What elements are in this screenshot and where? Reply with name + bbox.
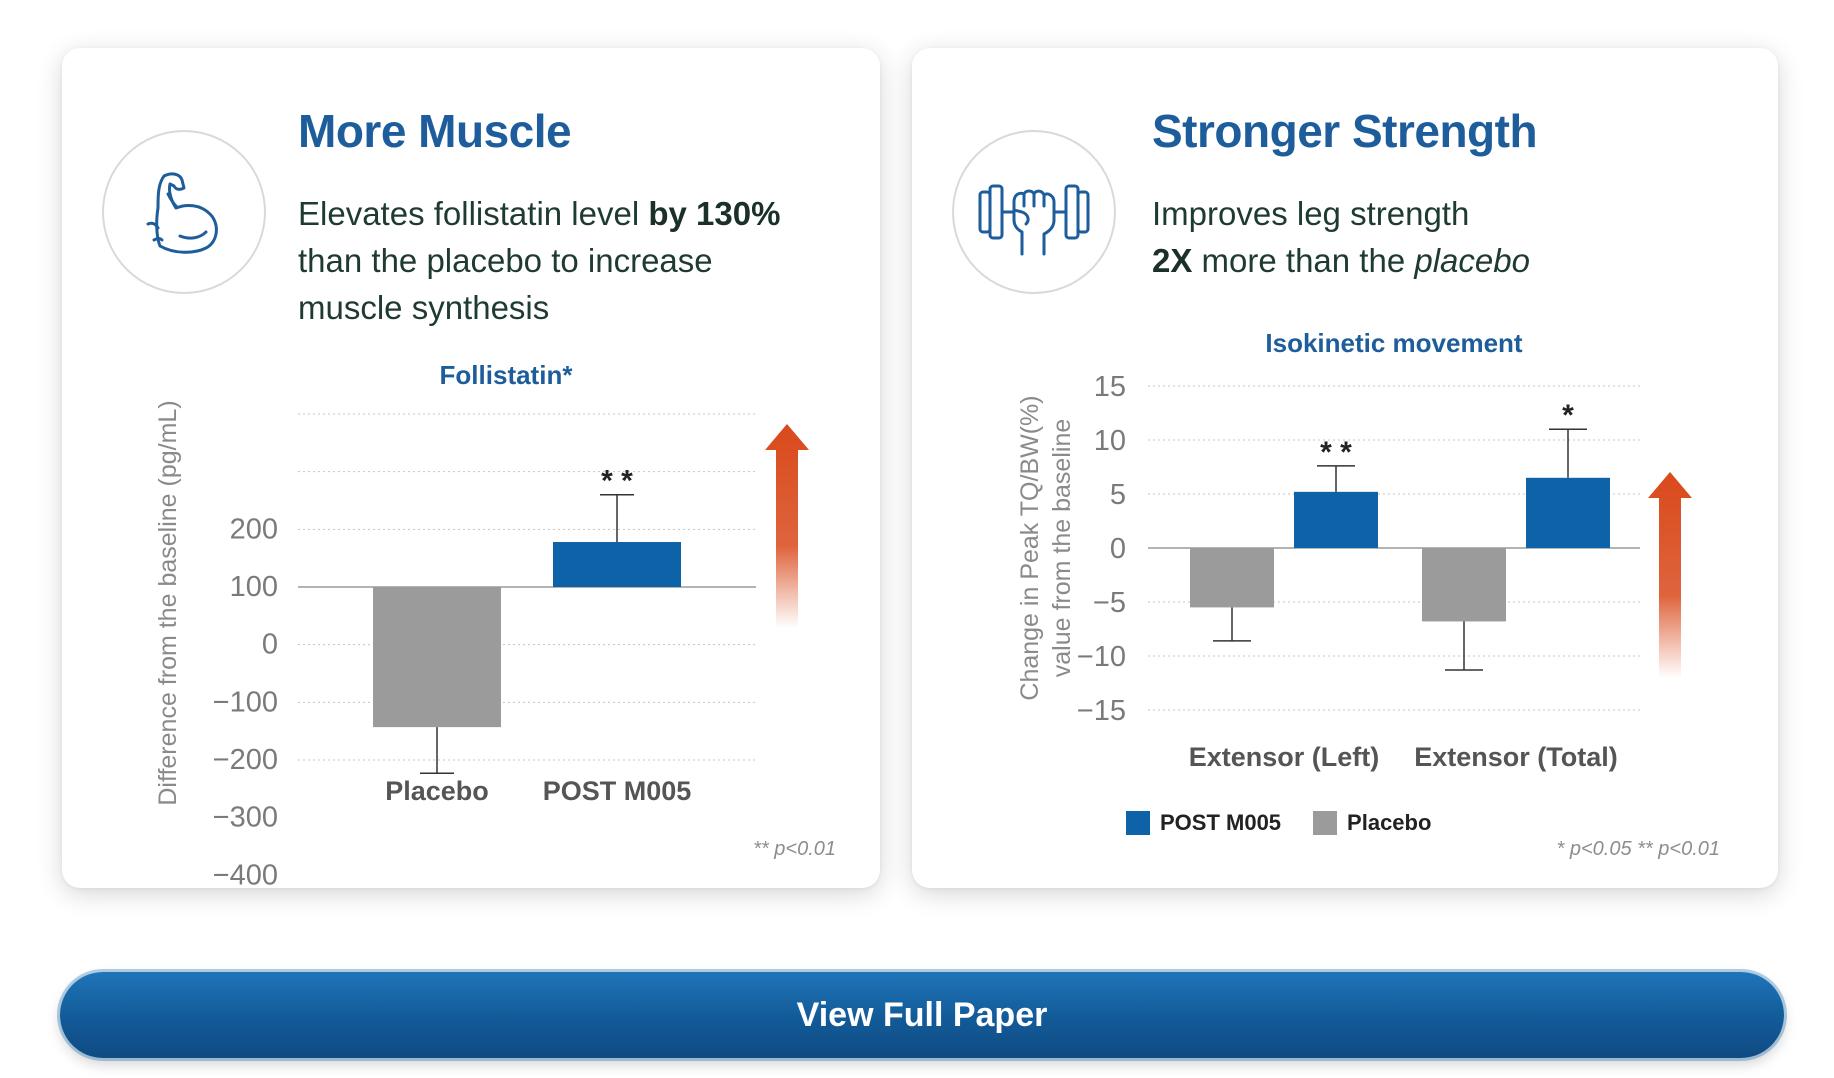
y-tick-label: −400	[213, 859, 278, 891]
bar	[553, 542, 681, 587]
y-tick-label: −200	[213, 744, 278, 776]
desc-text: Elevates follistatin level	[298, 195, 649, 232]
y-axis-label: value from the baseline	[1048, 419, 1076, 677]
y-tick-label: 200	[230, 513, 278, 545]
y-tick-label: 100	[230, 571, 278, 603]
y-axis-label: Change in Peak TQ/BW(%)	[1016, 395, 1044, 700]
legend-item-placebo: Placebo	[1313, 810, 1431, 836]
bar	[1422, 548, 1506, 622]
card-title: Stronger Strength	[1152, 105, 1538, 157]
card-title: More Muscle	[298, 105, 572, 157]
desc-text: than the placebo to increase	[298, 242, 713, 279]
y-tick-label: 15	[1094, 371, 1126, 403]
significance-note: * p<0.05 ** p<0.01	[1556, 838, 1720, 860]
y-axis-label: Difference from the baseline (pg/mL)	[154, 400, 182, 805]
y-tick-label: −5	[1093, 587, 1126, 619]
isokinetic-chart: 15 10 5 0 −5 −10 −15 Change in Peak TQ/BW(%) val…	[1016, 371, 1692, 772]
significance-marker: * *	[1320, 436, 1352, 469]
chart-legend: POST M005 Placebo	[1126, 810, 1431, 836]
x-tick-label: Extensor (Left)	[1189, 742, 1380, 772]
y-tick-label: −300	[213, 802, 278, 834]
y-tick-label: 0	[262, 629, 278, 661]
desc-italic: placebo	[1414, 242, 1530, 279]
card-description: Improves leg strength 2X more than the p…	[1152, 190, 1530, 284]
legend-label: POST M005	[1160, 810, 1282, 835]
y-tick-label: −100	[213, 686, 278, 718]
view-full-paper-button[interactable]: View Full Paper	[60, 972, 1784, 1058]
bar	[1294, 491, 1378, 548]
significance-marker: *	[1562, 399, 1574, 432]
desc-text: Improves leg strength	[1152, 195, 1470, 232]
card-description: Elevates follistatin level by 130% than …	[298, 190, 780, 331]
desc-text: muscle synthesis	[298, 289, 550, 326]
chart-title: Follistatin*	[439, 360, 573, 390]
desc-highlight: by 130%	[648, 195, 781, 232]
follistatin-chart: 200 100 0 −100 −200 −300 −400 Difference from t…	[154, 400, 809, 891]
significance-note: ** p<0.01	[753, 838, 836, 860]
legend-swatch	[1313, 811, 1338, 835]
flexed-arm-icon	[102, 130, 266, 294]
y-tick-label: 0	[1110, 533, 1126, 565]
legend-label: Placebo	[1347, 810, 1432, 835]
desc-text: more than the	[1192, 242, 1415, 279]
x-tick-label: Placebo	[385, 776, 489, 806]
x-tick-label: Extensor (Total)	[1414, 742, 1618, 772]
y-tick-label: −10	[1077, 641, 1126, 673]
improvement-arrow	[1648, 472, 1692, 678]
bar	[1190, 548, 1274, 608]
improvement-arrow	[765, 424, 809, 628]
stronger-strength-card: Stronger Strength Improves leg strength …	[912, 48, 1778, 888]
more-muscle-card: More Muscle Elevates follistatin level b…	[62, 48, 880, 891]
x-tick-label: POST M005	[543, 776, 692, 806]
y-tick-label: 5	[1110, 479, 1126, 511]
y-tick-label: −15	[1077, 695, 1126, 727]
desc-highlight: 2X	[1152, 242, 1193, 279]
bar	[373, 587, 501, 728]
dumbbell-fist-icon	[952, 130, 1116, 294]
bar	[1526, 477, 1610, 548]
chart-title: Isokinetic movement	[1265, 328, 1523, 358]
significance-marker: * *	[601, 465, 633, 498]
legend-swatch	[1126, 811, 1150, 835]
y-tick-label: 10	[1094, 425, 1126, 457]
legend-item-post-m005: POST M005	[1126, 810, 1281, 836]
